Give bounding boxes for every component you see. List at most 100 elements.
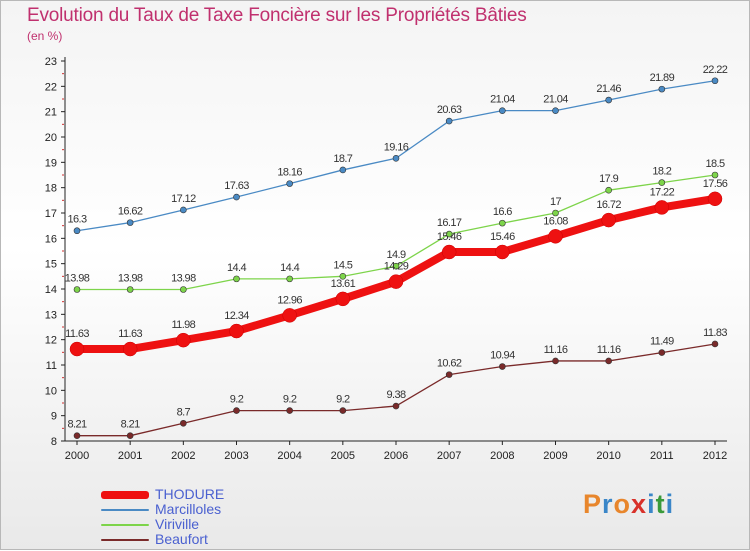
data-label-viriville: 14.4 [280, 262, 299, 274]
data-point-beaufort [233, 407, 240, 414]
data-label-viriville: 14.9 [386, 249, 405, 261]
x-tick-label: 2009 [543, 450, 567, 462]
data-label-marcilloles: 21.89 [650, 72, 675, 84]
x-tick-label: 2001 [118, 450, 142, 462]
legend-swatch-beaufort [101, 538, 149, 541]
chart-title: Evolution du Taux de Taxe Foncière sur l… [27, 5, 527, 26]
y-tick-label: 16 [45, 233, 57, 245]
data-point-thodure [388, 274, 404, 289]
legend-item-marcilloles[interactable]: Marcilloles [101, 502, 224, 517]
data-point-beaufort [392, 402, 400, 410]
data-label-beaufort: 9.38 [386, 389, 405, 401]
data-point-thodure [495, 244, 510, 260]
data-label-viriville: 18.2 [652, 166, 671, 178]
data-label-viriville: 17.9 [599, 173, 618, 185]
y-tick-label: 12 [45, 335, 57, 347]
data-point-thodure [176, 332, 191, 348]
data-label-thodure: 11.63 [65, 328, 89, 340]
data-label-thodure: 16.72 [596, 199, 621, 211]
legend-item-beaufort[interactable]: Beaufort [101, 532, 224, 547]
y-tick-label: 8 [51, 436, 57, 448]
data-label-marcilloles: 22.22 [703, 64, 728, 76]
data-point-marcilloles [445, 117, 453, 125]
data-label-marcilloles: 16.3 [67, 214, 86, 226]
data-point-beaufort [339, 407, 347, 414]
data-point-viriville [126, 286, 134, 293]
data-label-marcilloles: 17.12 [171, 193, 196, 205]
x-tick-label: 2002 [171, 450, 195, 462]
legend-swatch-thodure [101, 490, 149, 499]
data-label-viriville: 14.4 [227, 262, 246, 274]
legend-swatch-viriville [101, 523, 149, 526]
data-point-beaufort [499, 363, 506, 370]
data-point-thodure [122, 341, 138, 357]
data-label-viriville: 17 [550, 196, 562, 208]
data-point-thodure [69, 341, 85, 357]
data-label-marcilloles: 16.62 [118, 206, 143, 218]
data-point-thodure [441, 244, 457, 260]
data-point-viriville [286, 275, 293, 283]
data-point-thodure [654, 200, 670, 215]
x-tick-label: 2008 [490, 450, 514, 462]
data-label-marcilloles: 21.04 [543, 94, 568, 106]
y-tick-label: 11 [46, 360, 57, 372]
data-label-thodure: 17.56 [703, 178, 728, 190]
legend-item-viriville[interactable]: Viriville [101, 517, 224, 532]
data-point-thodure [601, 212, 616, 228]
data-label-marcilloles: 19.16 [384, 141, 409, 153]
x-tick-label: 2005 [331, 450, 355, 462]
data-label-beaufort: 8.7 [177, 406, 191, 418]
chart-legend: THODURE Marcilloles Viriville Beaufort [101, 487, 224, 547]
data-label-marcilloles: 21.04 [490, 94, 515, 106]
data-label-beaufort: 11.16 [597, 344, 621, 356]
data-point-thodure [335, 291, 351, 307]
y-tick-label: 19 [45, 157, 57, 169]
y-tick-label: 18 [45, 183, 57, 195]
data-label-marcilloles: 18.16 [277, 167, 302, 179]
legend-label-viriville: Viriville [155, 516, 200, 532]
data-point-beaufort [286, 407, 293, 414]
data-point-beaufort [445, 371, 453, 378]
data-point-beaufort [711, 340, 719, 348]
y-tick-label: 20 [45, 132, 57, 144]
data-point-beaufort [73, 432, 81, 439]
data-point-marcilloles [605, 96, 612, 104]
data-label-beaufort: 9.2 [336, 394, 350, 406]
x-tick-label: 2011 [650, 450, 674, 462]
data-label-beaufort: 10.62 [437, 358, 462, 370]
data-label-thodure: 12.34 [224, 310, 249, 322]
data-label-viriville: 14.5 [333, 259, 352, 271]
data-point-marcilloles [180, 206, 187, 214]
data-point-viriville [73, 286, 81, 293]
data-point-marcilloles [233, 193, 240, 201]
x-tick-label: 2007 [437, 450, 461, 462]
data-label-beaufort: 8.21 [121, 419, 140, 431]
data-label-viriville: 18.5 [705, 158, 724, 170]
data-point-marcilloles [286, 180, 293, 187]
chart-unit: (en %) [27, 29, 63, 43]
data-point-marcilloles [392, 154, 400, 162]
data-point-viriville [605, 186, 612, 194]
legend-swatch-marcilloles [101, 508, 149, 511]
data-label-beaufort: 11.16 [544, 344, 568, 356]
data-point-marcilloles [339, 166, 347, 174]
legend-item-thodure[interactable]: THODURE [101, 487, 224, 502]
data-label-viriville: 13.98 [65, 273, 90, 285]
data-label-beaufort: 9.2 [283, 394, 297, 406]
data-label-beaufort: 10.94 [490, 350, 515, 362]
data-point-beaufort [605, 357, 612, 365]
data-label-beaufort: 8.21 [67, 419, 86, 431]
data-label-viriville: 16.17 [437, 217, 462, 229]
data-point-marcilloles [711, 77, 719, 85]
legend-label-thodure: THODURE [155, 486, 225, 502]
data-label-thodure: 16.08 [543, 215, 568, 227]
data-label-thodure: 11.63 [118, 328, 142, 340]
data-point-beaufort [552, 357, 559, 365]
data-point-viriville [445, 230, 453, 238]
data-label-thodure: 13.61 [331, 278, 356, 290]
data-point-viriville [233, 275, 240, 283]
data-label-thodure: 12.96 [277, 294, 302, 306]
y-tick-label: 14 [45, 284, 57, 296]
